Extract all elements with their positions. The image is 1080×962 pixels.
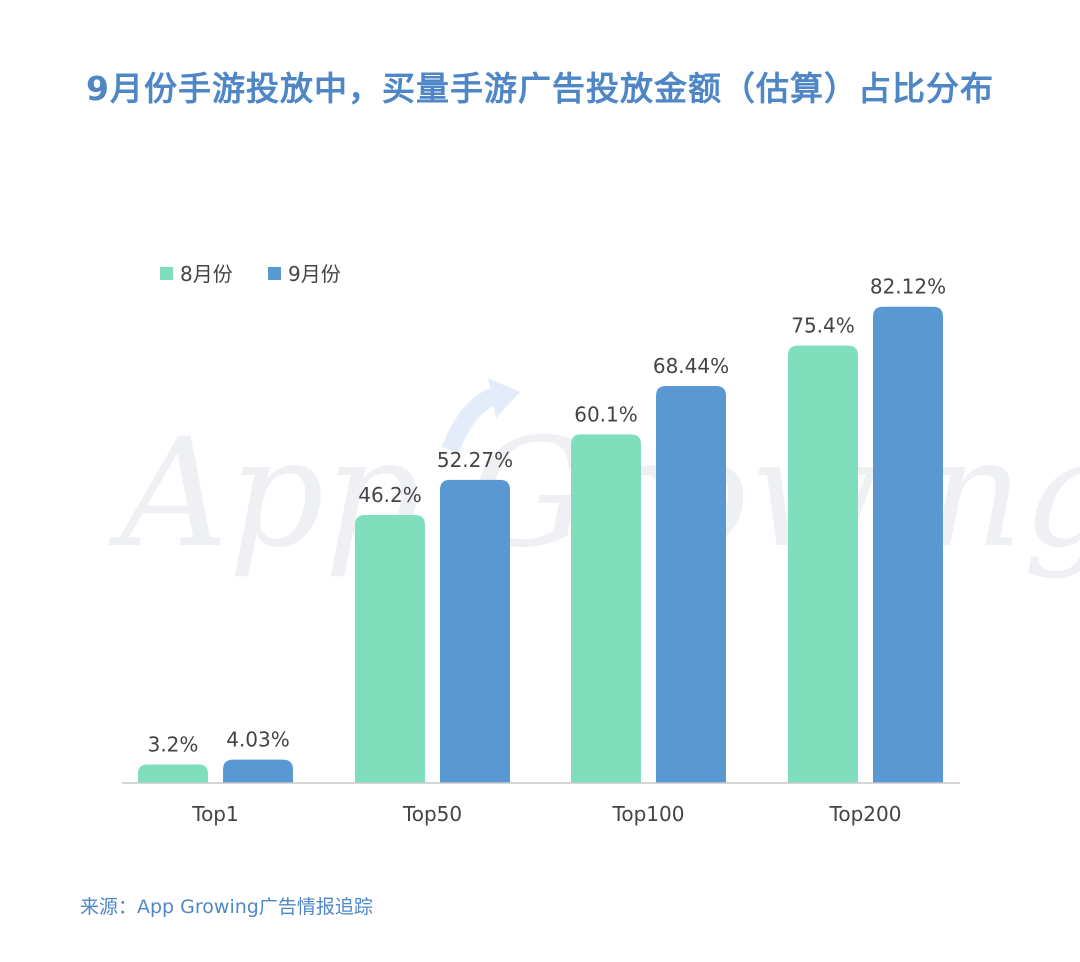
legend: 8月份 9月份	[160, 262, 341, 286]
data-label-top50-series-0: 46.2%	[358, 483, 422, 507]
bar-top100-series-0	[571, 434, 641, 783]
legend-label-aug: 8月份	[180, 262, 233, 286]
x-tick-label-top100: Top100	[612, 802, 685, 826]
x-tick-label-top200: Top200	[829, 802, 902, 826]
legend-label-sep: 9月份	[288, 262, 341, 286]
x-tick-label-top1: Top1	[191, 802, 238, 826]
bar-top200-series-0	[788, 345, 858, 783]
data-label-top50-series-1: 52.27%	[437, 448, 513, 472]
data-label-top200-series-1: 82.12%	[870, 275, 946, 299]
bar-top50-series-0	[355, 515, 425, 783]
bars: 3.2% 4.03% 46.2% 52.27% 60.1% 68.44% 75.4% 82.1…	[138, 275, 946, 783]
data-label-top200-series-0: 75.4%	[791, 314, 855, 338]
data-label-top1-series-1: 4.03%	[226, 728, 290, 752]
legend-swatch-sep	[268, 267, 281, 280]
watermark-arrowhead-icon	[488, 378, 520, 418]
bar-top1-series-0	[138, 764, 208, 783]
data-label-top100-series-1: 68.44%	[653, 354, 729, 378]
bar-top1-series-1	[223, 759, 293, 783]
bar-top100-series-1	[656, 386, 726, 783]
x-axis-labels: Top1 Top50 Top100 Top200	[191, 802, 901, 826]
source-note: 来源：App Growing广告情报追踪	[80, 896, 373, 918]
bar-top50-series-1	[440, 479, 510, 783]
legend-swatch-aug	[160, 267, 173, 280]
data-label-top100-series-0: 60.1%	[574, 402, 638, 426]
chart-title: 9月份手游投放中，买量手游广告投放金额（估算）占比分布	[86, 69, 994, 108]
x-tick-label-top50: Top50	[402, 802, 462, 826]
bar-top200-series-1	[873, 306, 943, 783]
data-label-top1-series-0: 3.2%	[148, 732, 199, 756]
